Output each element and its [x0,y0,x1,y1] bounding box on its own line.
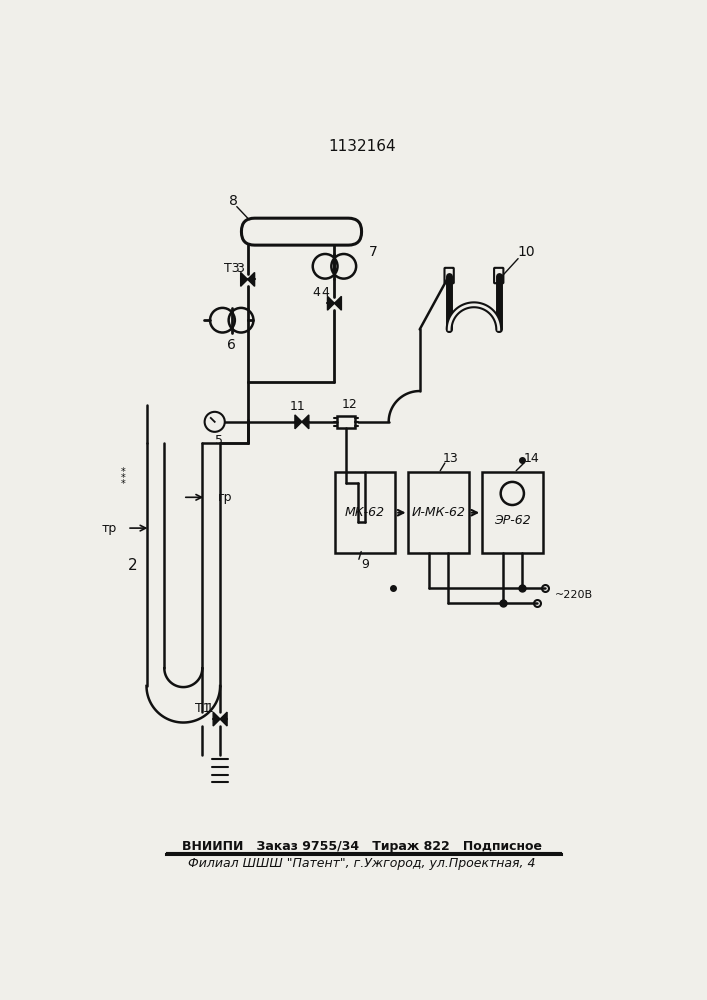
Text: 7: 7 [369,245,378,259]
Polygon shape [302,415,309,429]
FancyBboxPatch shape [494,268,503,283]
Text: *: * [121,479,126,489]
Text: 11: 11 [290,400,306,413]
Text: 8: 8 [229,194,238,208]
Text: 3: 3 [236,262,244,275]
FancyBboxPatch shape [445,268,454,283]
Text: *: * [121,467,126,477]
Text: ВНИИПИ   Заказ 9755/34   Тираж 822   Подписное: ВНИИПИ Заказ 9755/34 Тираж 822 Подписное [182,840,542,853]
Text: 10: 10 [517,245,534,259]
Bar [482,472,542,553]
Text: 4: 4 [321,286,329,299]
Text: 1132164: 1132164 [328,139,396,154]
Bar [337,416,356,428]
Text: 14: 14 [524,452,539,465]
Text: Т1: Т1 [195,702,211,715]
Polygon shape [295,415,302,429]
Text: 5: 5 [215,434,223,447]
Text: 12: 12 [342,398,358,411]
Text: И-МК-62: И-МК-62 [411,506,466,519]
Text: гр: гр [218,491,233,504]
Text: Т3: Т3 [224,262,240,275]
Polygon shape [213,712,220,726]
Text: МК-62: МК-62 [345,506,385,519]
Text: 13: 13 [443,452,458,465]
Text: тр: тр [102,522,117,535]
Text: Филиал ШШШ "Патент", г.Ужгород, ул.Проектная, 4: Филиал ШШШ "Патент", г.Ужгород, ул.Проек… [188,857,536,870]
Bar [335,472,395,553]
Polygon shape [220,712,227,726]
Bar [409,472,469,553]
Text: ~220В: ~220В [555,590,593,600]
Polygon shape [334,296,341,310]
Text: ЭР-62: ЭР-62 [494,514,531,527]
Text: 2: 2 [128,558,137,573]
Text: 6: 6 [228,338,236,352]
Text: 4: 4 [312,286,320,299]
Text: 9: 9 [361,558,369,571]
Text: *: * [121,473,126,483]
Polygon shape [327,296,334,310]
Polygon shape [240,272,247,286]
Text: 1: 1 [205,702,214,715]
Polygon shape [247,272,255,286]
